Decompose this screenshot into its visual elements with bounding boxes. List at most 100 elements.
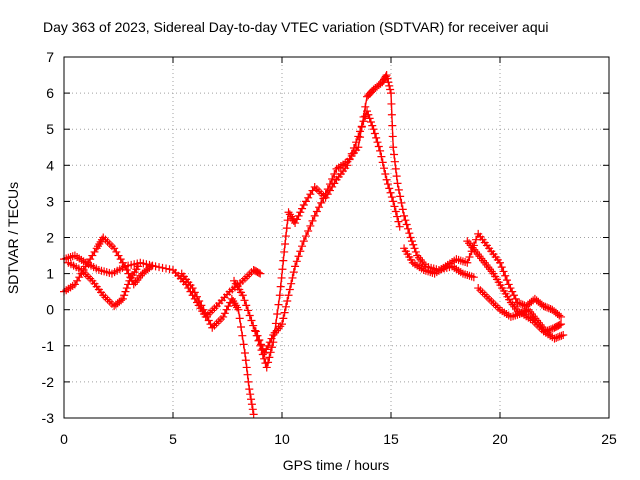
data-point-marker: [281, 232, 290, 241]
data-point-marker: [281, 239, 290, 248]
data-point-marker: [188, 284, 197, 293]
data-point-marker: [280, 247, 289, 256]
data-point-marker: [405, 229, 414, 238]
data-point-marker: [385, 184, 394, 193]
axis-ticks: [63, 56, 610, 419]
data-point-marker: [245, 385, 254, 394]
data-point-marker: [394, 217, 403, 226]
data-point-marker: [73, 276, 82, 285]
data-point-marker: [276, 282, 285, 291]
data-point-marker: [541, 302, 550, 311]
data-point-marker: [546, 304, 555, 313]
data-point-marker: [264, 341, 273, 350]
data-point-marker: [319, 194, 328, 203]
data-point-marker: [383, 180, 392, 189]
data-point-marker: [282, 224, 291, 233]
data-point-marker: [306, 221, 315, 230]
data-point-marker: [511, 294, 520, 303]
data-point-marker: [242, 301, 251, 310]
data-point-marker: [239, 340, 248, 349]
data-point-marker: [555, 311, 564, 320]
x-tick-labels: 0 5 10 15 20 25: [60, 431, 617, 447]
x-tick-label: 0: [60, 431, 68, 447]
data-point-marker: [258, 344, 267, 353]
data-point-marker: [291, 262, 300, 271]
data-point-marker: [465, 252, 474, 261]
data-point-marker: [257, 340, 266, 349]
data-point-marker: [262, 345, 271, 354]
data-point-marker: [265, 353, 274, 362]
data-point-marker: [323, 185, 332, 194]
data-point-marker: [241, 356, 250, 365]
data-point-marker: [267, 343, 276, 352]
data-point-marker: [278, 265, 287, 274]
series-satellite-track-3: [64, 258, 143, 311]
data-point-marker: [256, 269, 265, 278]
data-point-marker: [330, 169, 339, 178]
data-point-marker: [120, 291, 129, 300]
y-tick-label: 2: [46, 230, 54, 246]
data-point-marker: [384, 78, 393, 87]
y-tick-label: 4: [46, 157, 54, 173]
y-axis-title: SDTVAR / TECUs: [5, 182, 21, 294]
data-point-marker: [250, 326, 259, 335]
data-point-marker: [121, 287, 130, 296]
data-point-marker: [377, 152, 386, 161]
data-point-marker: [287, 279, 296, 288]
data-point-marker: [121, 262, 130, 271]
series-satellite-track-7: [400, 229, 566, 321]
data-point-marker: [391, 164, 400, 173]
data-point-marker: [504, 280, 513, 289]
data-point-marker: [465, 271, 474, 280]
data-point-marker: [364, 110, 373, 119]
data-point-marker: [118, 294, 127, 303]
y-tick-label: -3: [42, 410, 55, 426]
data-point-marker: [411, 247, 420, 256]
data-point-marker: [204, 316, 213, 325]
data-point-marker: [555, 332, 564, 341]
series-satellite-track-2: [60, 233, 156, 296]
data-point-marker: [389, 197, 398, 206]
data-point-marker: [381, 169, 390, 178]
data-point-marker: [237, 323, 246, 332]
data-point-marker: [122, 284, 131, 293]
data-point-marker: [249, 410, 258, 419]
data-point-marker: [266, 348, 275, 357]
data-point-marker: [409, 240, 418, 249]
data-point-marker: [277, 273, 286, 282]
data-point-marker: [244, 377, 253, 386]
data-point-marker: [249, 321, 258, 330]
series-trace: [63, 236, 152, 293]
x-tick-label: 15: [383, 431, 399, 447]
data-point-marker: [296, 208, 305, 217]
data-point-marker: [114, 251, 123, 260]
data-point-marker: [254, 268, 263, 277]
data-point-marker: [134, 262, 143, 271]
data-point-marker: [253, 331, 262, 340]
data-point-marker: [378, 158, 387, 167]
data-point-marker: [224, 302, 233, 311]
y-tick-label: 1: [46, 266, 54, 282]
data-point-marker: [222, 305, 231, 314]
x-tick-label: 10: [274, 431, 290, 447]
data-point-marker: [499, 267, 508, 276]
data-point-marker: [124, 280, 133, 289]
data-point-marker: [509, 291, 518, 300]
data-point-marker: [281, 302, 290, 311]
data-point-marker: [395, 222, 404, 231]
data-point-marker: [315, 203, 324, 212]
data-series: [60, 71, 568, 419]
data-point-marker: [312, 207, 321, 216]
data-point-marker: [501, 271, 510, 280]
data-point-marker: [374, 142, 383, 151]
data-point-marker: [497, 263, 506, 272]
data-point-marker: [279, 256, 288, 265]
data-point-marker: [147, 262, 156, 271]
data-point-marker: [201, 309, 210, 318]
y-tick-label: -2: [42, 374, 55, 390]
data-point-marker: [275, 291, 284, 300]
data-point-marker: [539, 302, 548, 311]
data-point-marker: [458, 257, 467, 266]
data-point-marker: [370, 129, 379, 138]
data-point-marker: [248, 405, 257, 414]
